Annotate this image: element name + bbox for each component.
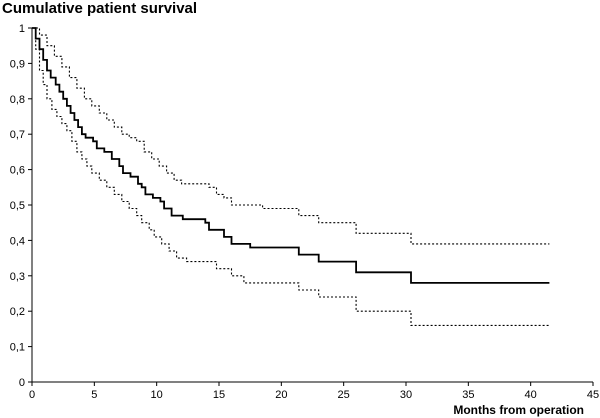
x-tick-label: 20	[275, 389, 287, 401]
x-tick-label: 45	[587, 389, 599, 401]
x-tick-label: 5	[91, 389, 97, 401]
x-tick-label: 0	[29, 389, 35, 401]
y-tick-label: 0,2	[10, 306, 25, 318]
x-tick-label: 15	[213, 389, 225, 401]
y-tick-label: 0,6	[10, 165, 25, 177]
y-tick-label: 0,3	[10, 271, 25, 283]
y-tick-label: 0,4	[10, 235, 25, 247]
upper-confidence-bound	[32, 27, 550, 245]
x-tick-label: 25	[338, 389, 350, 401]
chart-axes: 00,10,20,30,40,50,60,70,80,910 5 10 15 20 25 3…	[10, 23, 599, 401]
x-axis-label: Months from operation	[453, 403, 584, 417]
x-tick-label: 30	[400, 389, 412, 401]
series-layer	[32, 27, 550, 326]
x-tick-label: 10	[151, 389, 163, 401]
y-tick-label: 1	[19, 23, 25, 35]
x-tick-label: 40	[525, 389, 537, 401]
x-tick-label: 35	[462, 389, 474, 401]
chart-title: Cumulative patient survival	[2, 0, 198, 17]
y-tick-label: 0,1	[10, 342, 25, 354]
lower-confidence-bound	[32, 27, 550, 326]
y-tick-label: 0	[19, 377, 25, 389]
y-tick-label: 0,7	[10, 129, 25, 141]
y-tick-label: 0,5	[10, 200, 25, 212]
y-tick-label: 0,8	[10, 94, 25, 106]
y-tick-label: 0,9	[10, 58, 25, 70]
survival-curve	[32, 27, 550, 284]
